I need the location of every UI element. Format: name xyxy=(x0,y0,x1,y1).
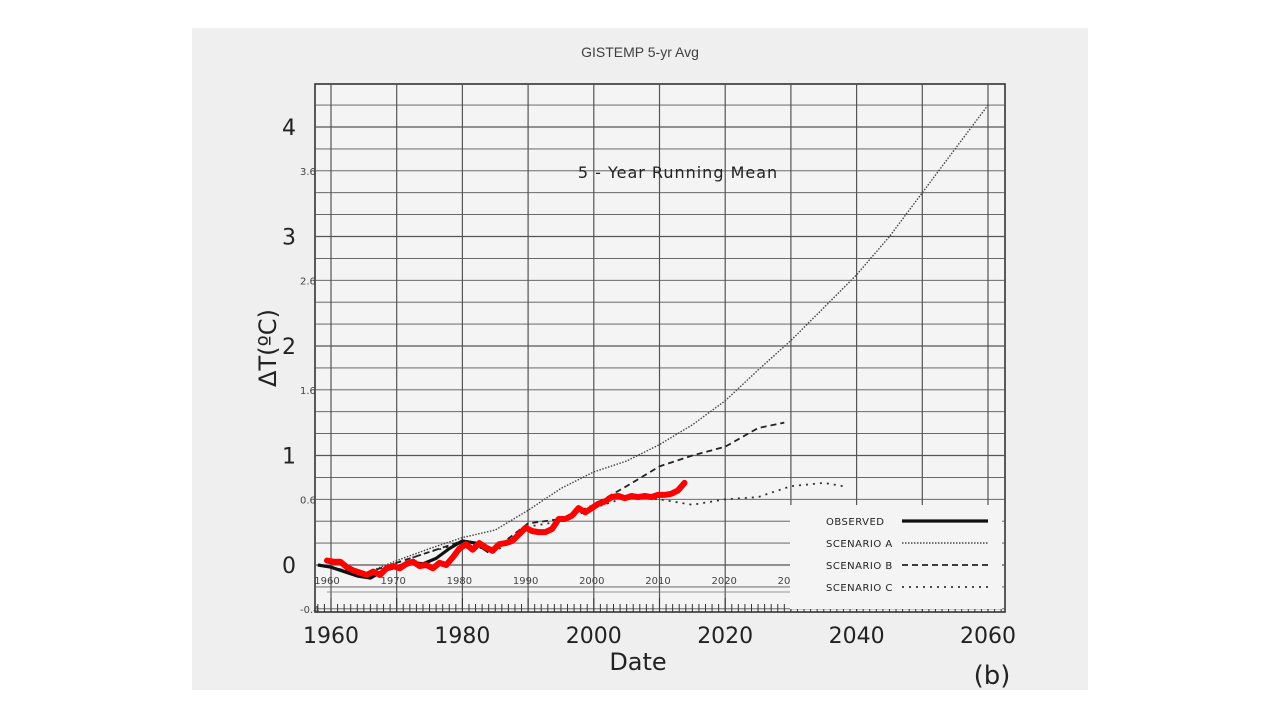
overlay-x-tick-label: 1960 xyxy=(314,576,339,587)
series-scenario-b xyxy=(317,421,785,575)
chart-annotation: 5 - Year Running Mean xyxy=(578,163,778,182)
x-tick-label: 2040 xyxy=(829,624,885,649)
x-tick-label: 2020 xyxy=(697,624,753,649)
overlay-x-tick-label: 1980 xyxy=(447,576,472,587)
legend-label: SCENARIO B xyxy=(826,561,893,572)
y-tick-label: 1 xyxy=(282,445,296,470)
panel-label: (b) xyxy=(974,661,1011,691)
legend-label: SCENARIO A xyxy=(826,539,893,550)
overlay-x-tick-label: 2000 xyxy=(579,576,604,587)
overlay-y-tick-label: 3.6 xyxy=(300,167,316,178)
y-axis-label: ΔT(ºC) xyxy=(254,309,282,387)
y-tick-label: 4 xyxy=(282,116,296,141)
y-tick-label: 3 xyxy=(282,226,296,251)
overlay-series-layer xyxy=(324,479,688,578)
x-tick-label: 2000 xyxy=(566,624,622,649)
legend: OBSERVED SCENARIO A SCENARIO B SCENARIO C xyxy=(790,505,1002,609)
overlay-x-tick-label: 2020 xyxy=(711,576,736,587)
overlay-y-tick-label: 1.6 xyxy=(300,386,316,397)
x-tick-label: 2060 xyxy=(960,624,1016,649)
overlay-y-tick-label: 2.6 xyxy=(300,276,316,287)
ticks-layer: 1960 1980 2000 2020 2040 2060 0 1 2 3 4 1960 1970 198… xyxy=(282,116,1016,649)
y-tick-label: 2 xyxy=(282,335,296,360)
series-scenario-a xyxy=(317,104,989,575)
overlay-y-tick-label: 0.6 xyxy=(300,495,316,506)
overlay-x-tick-label: 1970 xyxy=(380,576,405,587)
overlay-x-tick-label: 2010 xyxy=(645,576,670,587)
x-tick-label: 1960 xyxy=(303,624,359,649)
x-tick-label: 1980 xyxy=(434,624,490,649)
overlay-title: GISTEMP 5-yr Avg xyxy=(581,44,699,60)
y-tick-label: 0 xyxy=(282,554,296,579)
legend-label: SCENARIO C xyxy=(826,583,893,594)
legend-label: OBSERVED xyxy=(826,517,884,528)
overlay-y-tick-label: -0.4 xyxy=(300,605,320,616)
series-gistemp-5yr-avg xyxy=(324,479,688,578)
overlay-x-tick-label: 1990 xyxy=(513,576,538,587)
x-axis-label: Date xyxy=(609,648,666,676)
labels-layer: Date ΔT(ºC) 5 - Year Running Mean (b) xyxy=(254,163,1010,691)
